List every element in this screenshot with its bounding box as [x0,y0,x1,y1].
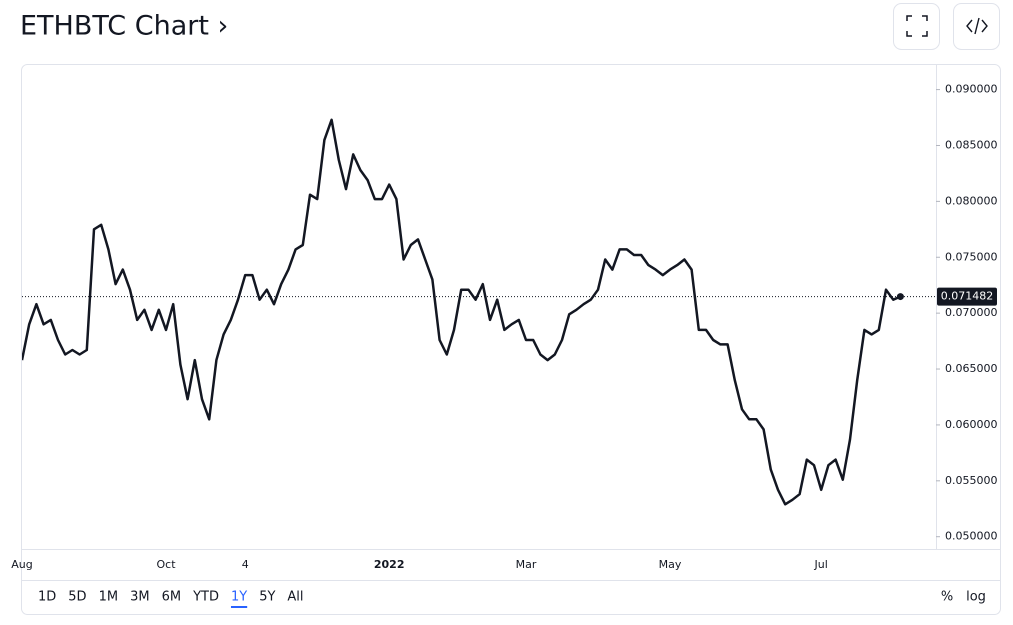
fullscreen-button[interactable] [893,3,940,50]
time-axis: Aug Oct 4 2022 Mar May Jul [11,558,828,571]
y-tick-label: 0.055000 [945,474,998,487]
fullscreen-icon [906,15,928,37]
range-button[interactable]: 1Y [231,590,247,605]
range-button[interactable]: 1M [99,590,119,605]
chart-frame [21,64,1001,615]
range-button[interactable]: All [287,590,303,605]
y-tick-label: 0.085000 [945,138,998,151]
x-tick-label: Jul [814,558,828,571]
range-button[interactable]: YTD [192,590,219,605]
x-tick-label: Oct [156,558,176,571]
chart-title[interactable]: ETHBTC Chart › [20,11,228,42]
y-tick-label: 0.075000 [945,250,998,263]
range-button[interactable]: 5Y [259,590,275,605]
plot-area [22,118,936,506]
range-button[interactable]: 3M [130,590,150,605]
x-tick-label: Aug [11,558,32,571]
log-toggle[interactable]: log [966,590,986,605]
y-tick-label: 0.060000 [945,418,998,431]
embed-icon [966,17,988,35]
x-tick-label: 4 [242,558,249,571]
range-button[interactable]: 1D [38,590,56,605]
last-price-label: 0.071482 [941,290,994,303]
last-price-dot [896,293,904,301]
x-tick-label: Mar [516,558,537,571]
x-tick-label: 2022 [374,558,405,571]
y-tick-label: 0.080000 [945,194,998,207]
last-price-tag [937,287,997,306]
range-button[interactable]: 6M [162,590,182,605]
range-button[interactable]: 5D [68,590,86,605]
percent-toggle[interactable]: % [941,590,953,605]
price-line [22,118,901,506]
y-tick-label: 0.070000 [945,306,998,319]
x-tick-label: May [659,558,682,571]
y-tick-label: 0.050000 [945,530,998,543]
y-tick-label: 0.090000 [945,83,998,96]
y-tick-label: 0.065000 [945,362,998,375]
